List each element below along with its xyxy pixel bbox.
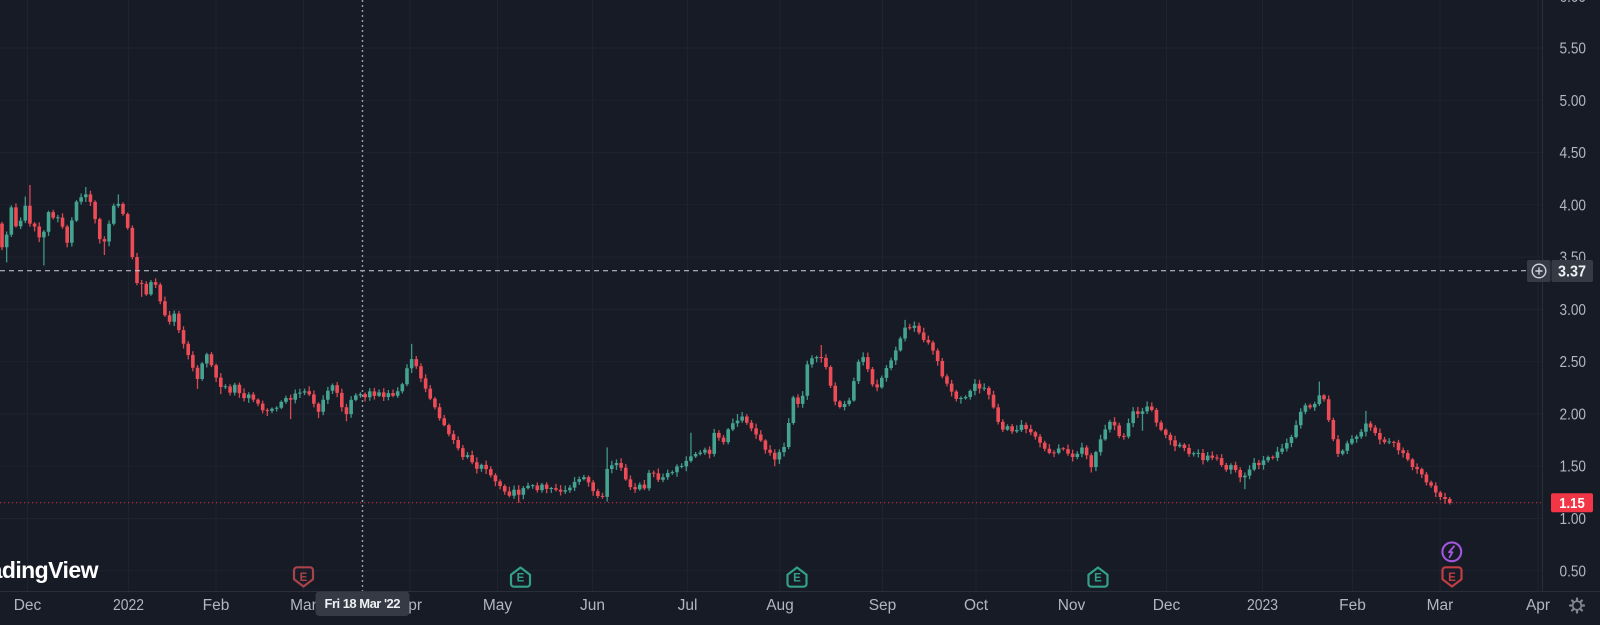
svg-text:E: E (517, 573, 525, 585)
svg-text:Mar: Mar (1427, 597, 1454, 614)
svg-text:0.50: 0.50 (1560, 563, 1587, 580)
svg-text:Aug: Aug (766, 597, 794, 614)
svg-text:6.00: 6.00 (1560, 0, 1587, 6)
svg-text:Feb: Feb (203, 597, 230, 614)
svg-text:2023: 2023 (1247, 597, 1278, 614)
svg-text:E: E (793, 573, 801, 585)
svg-text:E: E (1094, 573, 1102, 585)
svg-text:2.00: 2.00 (1560, 407, 1587, 424)
svg-text:May: May (483, 597, 513, 614)
svg-text:E: E (300, 572, 308, 584)
svg-text:Jun: Jun (580, 597, 605, 614)
svg-text:Feb: Feb (1339, 597, 1366, 614)
svg-text:1.00: 1.00 (1560, 511, 1587, 528)
svg-text:1.50: 1.50 (1560, 459, 1587, 476)
svg-text:5.50: 5.50 (1560, 41, 1587, 58)
svg-text:2022: 2022 (113, 597, 144, 614)
svg-text:TradingView: TradingView (0, 557, 99, 583)
svg-text:Jul: Jul (678, 597, 698, 614)
svg-text:Nov: Nov (1058, 597, 1086, 614)
svg-text:Fri 18 Mar '22: Fri 18 Mar '22 (325, 596, 401, 611)
svg-text:3.37: 3.37 (1558, 264, 1586, 281)
svg-text:E: E (1448, 572, 1456, 584)
svg-text:Apr: Apr (1526, 597, 1550, 614)
svg-text:4.00: 4.00 (1560, 197, 1587, 214)
svg-text:1.15: 1.15 (1559, 496, 1585, 512)
svg-text:3.00: 3.00 (1560, 302, 1587, 319)
svg-text:Dec: Dec (1153, 597, 1181, 614)
svg-text:5.00: 5.00 (1560, 93, 1587, 110)
svg-text:Dec: Dec (14, 597, 42, 614)
svg-text:Mar: Mar (290, 597, 317, 614)
svg-text:2.50: 2.50 (1560, 354, 1587, 371)
svg-text:4.50: 4.50 (1560, 145, 1587, 162)
svg-text:Oct: Oct (964, 597, 989, 614)
svg-text:Sep: Sep (869, 597, 897, 614)
